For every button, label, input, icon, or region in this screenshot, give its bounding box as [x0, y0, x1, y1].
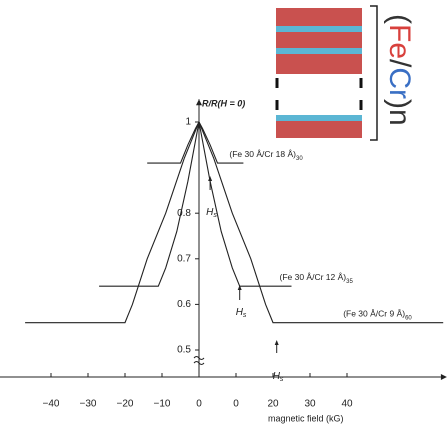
hs-label: Hs — [236, 307, 247, 319]
x-tick-label: 30 — [304, 399, 316, 410]
chart: R/R(H = 0) magnetic field (kG) −40 −30 −20 −1… — [0, 98, 447, 423]
hs-sub: s — [243, 312, 247, 319]
label-part: Fe — [383, 24, 416, 59]
hs-sub: s — [280, 376, 284, 383]
y-axis-arrow — [196, 99, 202, 106]
label-part: )n — [383, 99, 416, 126]
fe-layer — [276, 121, 362, 138]
cr-layer — [276, 48, 362, 54]
hs-sub: s — [213, 212, 217, 219]
label-part: ( — [383, 14, 416, 24]
x-tick-label: 0 — [233, 399, 239, 410]
hs-text: H — [236, 307, 244, 318]
series-subscript: 60 — [405, 315, 412, 321]
y-tick-label: 0.7 — [177, 253, 191, 264]
bracket — [370, 5, 378, 141]
x-tick-label: 40 — [341, 399, 353, 410]
axis-break — [193, 356, 205, 365]
label-part: Cr — [383, 67, 416, 99]
x-tick-label: 0 — [196, 399, 202, 410]
fe-layer — [276, 54, 362, 74]
x-tick-label: −40 — [43, 399, 60, 410]
y-tick-label: 0.8 — [177, 208, 191, 219]
x-tick-label: −20 — [117, 399, 134, 410]
y-tick-label: 1 — [185, 117, 191, 128]
series-subscript: 30 — [296, 156, 303, 162]
x-tick-label: −10 — [154, 399, 171, 410]
x-axis-label: magnetic field (kG) — [268, 413, 344, 423]
curve — [25, 120, 444, 324]
label-part: / — [383, 59, 416, 68]
series-name: (Fe 30 Å/Cr 18 Å) — [229, 149, 296, 159]
hs-arrowhead — [274, 340, 279, 345]
hs-text: H — [273, 371, 281, 382]
fe-layer — [276, 32, 362, 48]
hs-arrowhead — [237, 285, 242, 290]
x-tick-label: −30 — [80, 399, 97, 410]
hs-label: Hs — [206, 207, 217, 219]
series-label: (Fe 30 Å/Cr 9 Å)60 — [343, 309, 412, 321]
y-axis-label: R/R(H = 0) — [202, 98, 245, 108]
y-tick-label: 0.6 — [177, 299, 191, 310]
series-label: (Fe 30 Å/Cr 12 Å)35 — [280, 272, 354, 284]
series-name: (Fe 30 Å/Cr 9 Å) — [343, 309, 405, 319]
multilayer-label: (Fe/Cr)n — [383, 14, 416, 126]
multilayer-diagram: (Fe/Cr)n — [275, 5, 416, 141]
hs-label: Hs — [273, 371, 284, 383]
x-tick-label: 20 — [267, 399, 279, 410]
x-axis-arrow — [440, 374, 447, 380]
y-tick-label: 0.5 — [177, 345, 191, 356]
fe-layer — [276, 8, 362, 26]
curve — [99, 121, 292, 287]
series-label: (Fe 30 Å/Cr 18 Å)30 — [229, 149, 303, 161]
series-name: (Fe 30 Å/Cr 12 Å) — [280, 272, 347, 282]
hs-arrowhead — [208, 176, 213, 181]
hs-text: H — [206, 207, 214, 218]
cr-layer — [276, 115, 362, 121]
cr-layer — [276, 26, 362, 32]
series-subscript: 35 — [346, 279, 353, 285]
